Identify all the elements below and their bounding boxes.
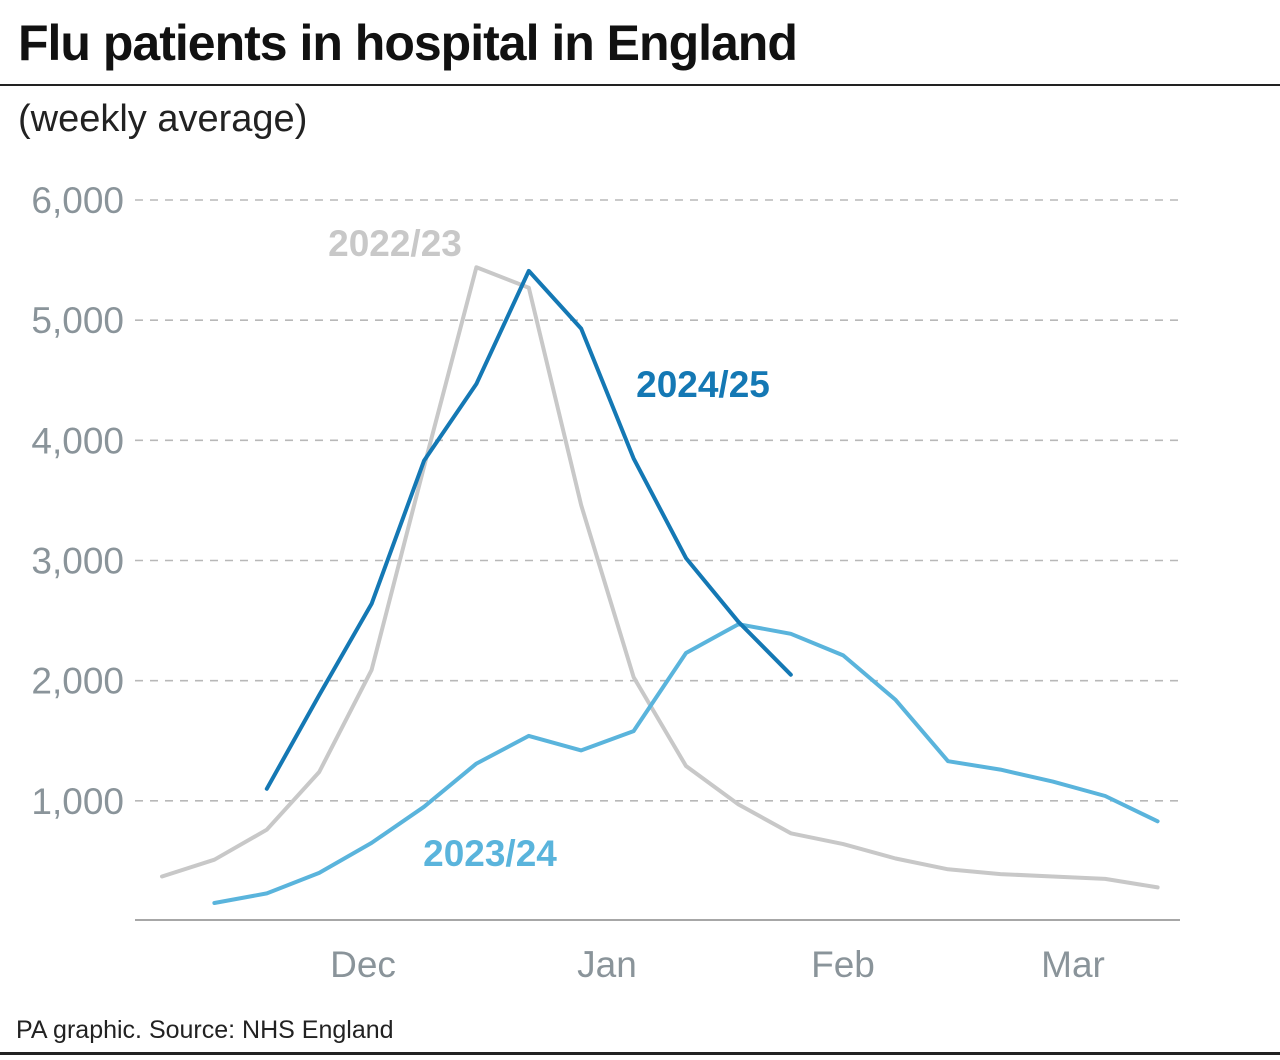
x-tick-label: Feb	[811, 944, 875, 985]
series-label-2023-24: 2023/24	[423, 833, 557, 874]
chart-subtitle: (weekly average)	[18, 98, 308, 140]
source-credit: PA graphic. Source: NHS England	[16, 1016, 394, 1044]
series-label-2024-25: 2024/25	[636, 364, 770, 405]
y-tick-label: 6,000	[31, 180, 124, 221]
y-tick-label: 5,000	[31, 300, 124, 341]
y-tick-label: 2,000	[31, 661, 124, 702]
x-tick-label: Dec	[330, 944, 396, 985]
series-line-2024-25	[264, 268, 793, 791]
series-line-2023-24	[212, 622, 1160, 905]
x-tick-label: Mar	[1041, 944, 1105, 985]
x-tick-label: Jan	[577, 944, 637, 985]
line-chart: 1,000 2,000 3,000 4,000 5,000 6,000 Dec Jan Feb M…	[31, 180, 1180, 985]
y-tick-label: 3,000	[31, 541, 124, 582]
footer-rule	[0, 1052, 1280, 1055]
title-rule	[0, 84, 1280, 86]
series-label-2022-23: 2022/23	[328, 223, 462, 264]
chart-title: Flu patients in hospital in England	[18, 15, 798, 71]
y-tick-label: 4,000	[31, 420, 124, 461]
y-tick-label: 1,000	[31, 781, 124, 822]
series-line-2022-23	[160, 265, 1160, 890]
